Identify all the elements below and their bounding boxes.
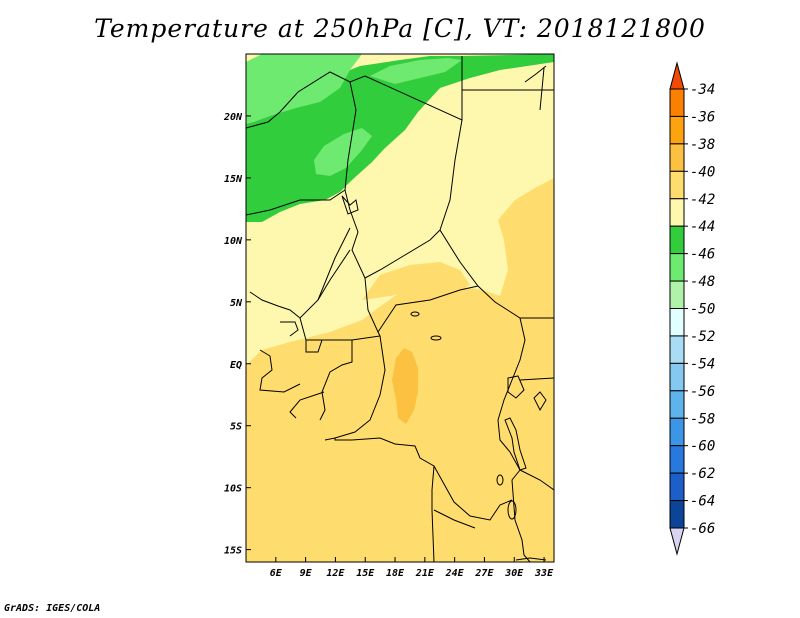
y-tick-label: EQ [230,360,242,371]
colorbar-box [669,253,685,282]
x-tick-label: 27E [474,568,494,579]
credit-text: GrADS: IGES/COLA [4,603,101,614]
y-axis: 20N 15N 10N 5N EQ 5S 10S 15S [223,112,251,557]
colorbar-box [669,445,685,474]
y-tick-label: 10S [224,484,242,495]
colorbar-label: -40 [690,164,715,180]
colorbar-label: -44 [690,219,715,235]
colorbar-label: -56 [690,384,715,400]
y-tick-label: 20N [223,112,243,123]
y-tick-label: 5S [230,422,242,433]
colorbar-label: -60 [690,439,715,455]
colorbar-label: -34 [690,82,715,98]
colorbar-box [669,88,685,117]
colorbar-label: -54 [690,356,715,372]
colorbar-box [669,500,685,529]
colorbar-label: -50 [690,302,715,318]
colorbar-label: -36 [690,109,715,125]
shade-band-minus46-c [370,58,462,84]
map-frame [245,53,555,563]
x-tick-label: 21E [415,568,435,579]
colorbar-box [669,280,685,309]
country-borders [246,56,554,562]
colorbar-box [669,225,685,255]
colorbar-box [669,115,685,145]
colorbar-label: -46 [690,247,715,263]
x-tick-label: 12E [326,568,345,579]
x-tick-label: 30E [504,568,524,579]
colorbar-label: -48 [690,274,715,290]
temperature-field [246,54,554,562]
x-tick-label: 18E [386,568,405,579]
x-axis: 6E 9E 12E 15E 18E 21E 24E 27E 30E 33E [270,557,554,579]
colorbar-label: -38 [690,137,715,153]
colorbar-box [669,198,685,227]
y-tick-label: 15N [224,174,243,185]
x-tick-label: 15E [356,568,375,579]
colorbar-label: -58 [690,411,715,427]
x-tick-label: 33E [534,568,554,579]
colorbar-box [669,170,685,200]
lakes [280,65,547,520]
x-tick-label: 24E [445,568,465,579]
colorbar-box [669,472,685,502]
shade-band-minus46-b [314,128,372,176]
colorbar-box [669,308,685,337]
colorbar-box [669,335,685,364]
y-tick-label: 5N [230,298,243,309]
colorbar-label: -42 [690,192,715,208]
colorbar-box [669,390,685,419]
colorbar-box [669,417,685,447]
colorbar-bottom-arrow [669,527,685,556]
colorbar-label: -64 [690,494,715,510]
chart-title: Temperature at 250hPa [C], VT: 201812180… [94,14,706,43]
colorbar-label: -66 [690,521,715,537]
colorbar-label: -52 [690,329,715,345]
shade-band-minus38 [392,348,418,424]
x-tick-label: 6E [270,568,283,579]
colorbar-box [669,143,685,172]
y-tick-label: 10N [224,236,243,247]
y-tick-label: 15S [224,546,242,557]
x-tick-label: 9E [300,568,313,579]
colorbar-label: -62 [690,466,715,482]
colorbar: -34 -36 -38 -40 -42 -44 -46 -48 -50 -52 -54 -56 -58 -… [669,61,715,556]
shade-band-minus46-a [246,54,362,124]
colorbar-box [669,362,685,392]
shade-band-minus40-b [362,262,470,300]
colorbar-top-arrow [669,61,685,90]
